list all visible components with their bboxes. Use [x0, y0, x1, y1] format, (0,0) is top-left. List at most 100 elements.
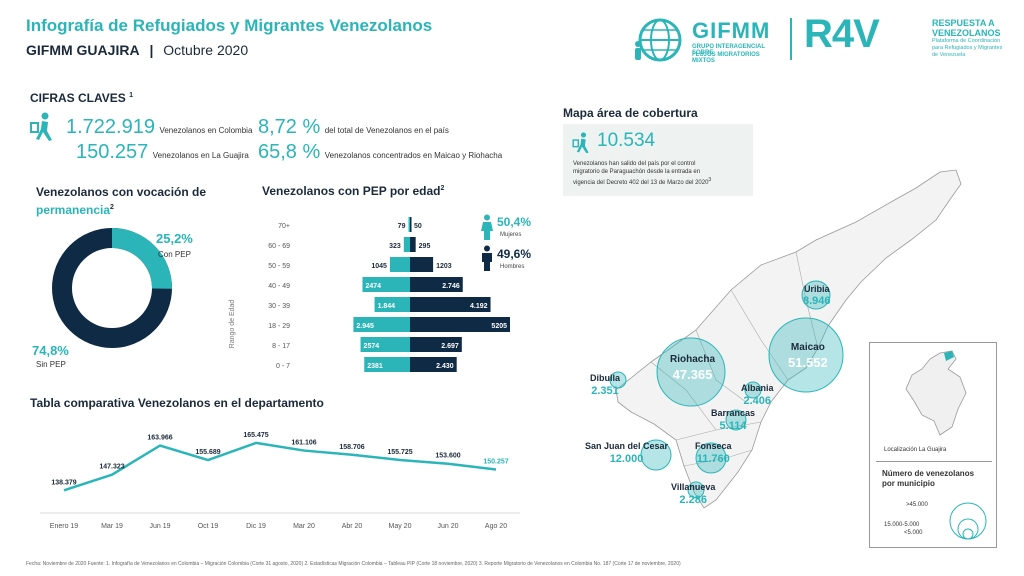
kpi-colombia-value: 1.722.919 — [66, 116, 155, 138]
pyramid-bar-mujeres — [362, 277, 410, 292]
line-month-label: Abr 20 — [342, 523, 363, 530]
pyramid-bar-mujeres — [408, 217, 410, 232]
pyramid-value-mujeres: 2474 — [365, 283, 381, 290]
map-label-maicao: Maicao 51.552 — [788, 340, 828, 370]
map-department-outline — [615, 169, 962, 509]
cifras-title: CIFRAS CLAVES 1 — [30, 91, 133, 105]
pyramid-bar-hombres — [410, 357, 457, 372]
vocacion-title: Venezolanos con vocación de permanencia2 — [36, 184, 206, 218]
salidas-value: 10.534 — [597, 130, 655, 152]
pyramid-bar-hombres — [410, 237, 416, 252]
map-label-riohacha-name: Riohacha — [670, 354, 716, 365]
pyramid-group-label: 0 - 7 — [276, 363, 290, 370]
mujeres-label: Mujeres — [500, 232, 522, 238]
pyramid-group-label: 8 - 17 — [272, 343, 290, 350]
line-month-label: Ago 20 — [485, 523, 507, 530]
region-label: GIFMM GUAJIRA — [26, 42, 140, 58]
gifmm-sub2: FLUJOS MIGRATORIOS MIXTOS — [692, 52, 760, 64]
map-label-albania-value: 2.406 — [743, 395, 772, 407]
pyramid-bar-hombres — [410, 277, 463, 292]
pep-label: Con PEP — [158, 250, 191, 259]
cifras-title-sup: 1 — [129, 92, 134, 99]
hombres-pct: 49,6% — [497, 247, 531, 261]
logo-divider — [790, 18, 792, 60]
line-value-label: 155.725 — [387, 449, 412, 456]
pyramid-group-label: 60 - 69 — [268, 243, 290, 250]
pyramid-group-label: 18 - 29 — [268, 323, 290, 330]
pyramid-value-mujeres: 79 — [398, 223, 406, 230]
line-month-label: Jun 20 — [437, 523, 458, 530]
map-label-barrancas-name: Barrancas — [711, 408, 756, 418]
line-month-label: Jun 19 — [149, 523, 170, 530]
map-label-villanueva-name: Villanueva — [671, 482, 716, 492]
line-value-label: 153.600 — [435, 453, 460, 460]
map-circle-maicao — [768, 317, 844, 393]
pyramid-bar-hombres — [410, 257, 434, 272]
pyramid-value-mujeres: 2.945 — [356, 323, 374, 330]
pep-edad-title: Venezolanos con PEP por edad2 — [262, 184, 444, 198]
vocacion-donut-chart — [52, 228, 172, 348]
line-month-label: Mar 19 — [101, 523, 123, 530]
donut-slice-con-pep — [111, 228, 172, 289]
legend-title-line2: por municipio — [882, 479, 935, 488]
map-label-sanjuan-value: 12.000 — [609, 453, 644, 465]
map-circle-sanjuan — [640, 439, 672, 471]
map-label-albania-name: Albania — [741, 383, 774, 393]
map-circle-villanueva — [687, 481, 705, 499]
pyramid-bar-mujeres — [360, 337, 410, 352]
map-label-uribia-name: Uribia — [804, 284, 830, 294]
line-value-label: 138.379 — [51, 479, 76, 486]
pyramid-bar-mujeres — [364, 357, 410, 372]
legend-item-medium: 15.000-5.000 — [884, 522, 920, 528]
line-month-label: May 20 — [389, 523, 412, 530]
mujeres-pct-value: 50,4% — [497, 215, 532, 229]
pyramid-group-label: 30 - 39 — [268, 303, 290, 310]
r4v-sub3: de Venezuela — [932, 52, 966, 58]
map-label-dibulla-name: Dibulla — [590, 373, 621, 383]
line-value-label: 158.706 — [339, 444, 364, 451]
kpi-pct-concentrados: 65,8 % Venezolanos concentrados en Maica… — [258, 141, 558, 164]
kpi-guajira-value: 150.257 — [76, 141, 149, 163]
pep-edad-title-sup: 2 — [440, 185, 445, 192]
r4v-sub2: para Refugiados y Migrantes — [932, 45, 1003, 51]
kpi-pct-concentrados-value: 65,8 % — [258, 141, 321, 163]
pyramid-value-hombres: 295 — [419, 243, 431, 250]
map-municipal-borders — [650, 251, 819, 467]
r4v-logo: R4V — [804, 12, 880, 56]
line-month-label: Dic 19 — [246, 523, 266, 530]
line-value-label: 161.106 — [291, 440, 316, 447]
pyramid-value-hombres: 2.697 — [441, 343, 459, 350]
salidas-value-text: 10.534 — [597, 130, 656, 151]
globe-people-icon — [635, 18, 682, 62]
pyramid-value-hombres: 4.192 — [470, 303, 488, 310]
tabla-line-chart: 138.379 Enero 19 147.323 Mar 19 163.966 Jun 1… — [40, 432, 520, 530]
line-value-label: 155.689 — [195, 449, 220, 456]
map-circle-fonseca — [695, 442, 727, 474]
cifras-title-text: CIFRAS CLAVES — [30, 91, 126, 105]
line-month-label: Oct 19 — [198, 523, 219, 530]
map-inset-legend: Localización La Guajira Número de venezo… — [869, 342, 997, 548]
map-label-fonseca: Fonseca 11.760 — [695, 440, 732, 466]
map-label-villanueva-value: 2.286 — [679, 494, 707, 506]
hombres-label: Hombres — [500, 264, 525, 270]
pyramid-bar-hombres — [410, 337, 462, 352]
map-label-maicao-value: 51.552 — [788, 355, 828, 370]
map-circle-barrancas — [725, 409, 747, 431]
line-month-label: Enero 19 — [50, 523, 79, 530]
map-circle-albania — [744, 381, 762, 399]
pyramid-group-label: 40 - 49 — [268, 283, 290, 290]
sinpep-pct-value: 74,8% — [32, 343, 69, 358]
map-label-barrancas-value: 5.114 — [719, 420, 747, 432]
pep-edad-title-text: Venezolanos con PEP por edad — [262, 184, 441, 198]
pyramid-value-hombres: 2.746 — [442, 283, 460, 290]
map-label-albania: Albania 2.406 — [741, 382, 774, 408]
salidas-text-line3: vigencia del Decreto 402 del 13 de Marzo… — [573, 180, 709, 186]
pyramid-value-mujeres: 2574 — [364, 343, 380, 350]
r4v-title2: VENEZOLANOS — [932, 28, 1001, 38]
sinpep-label: Sin PEP — [36, 360, 66, 369]
map-label-villanueva: Villanueva 2.286 — [671, 481, 715, 507]
footer-sources: Fecha: Noviembre de 2020 Fuente: 1. Info… — [26, 561, 681, 567]
pyramid-bar-hombres — [410, 317, 510, 332]
map-label-uribia: Uribia 8.946 — [803, 283, 831, 307]
map-circle-dibulla — [609, 371, 627, 389]
